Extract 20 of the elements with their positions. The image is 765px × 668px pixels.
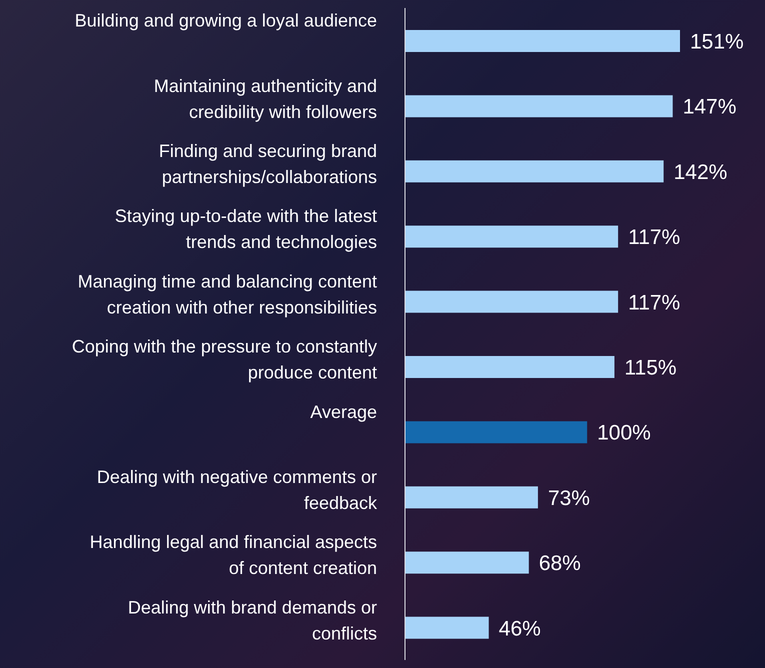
data-label: 46% xyxy=(498,617,541,640)
data-label: 68% xyxy=(538,552,581,576)
data-label: 117% xyxy=(628,291,680,314)
y-tick-label: Dealing with brand demands or conflicts xyxy=(128,597,377,644)
data-label: 142% xyxy=(674,160,728,184)
data-label: 117% xyxy=(628,226,680,250)
y-tick-label: Average xyxy=(310,402,377,422)
y-tick-label: Dealing with negative comments or feedback xyxy=(96,467,378,513)
y-tick-label: Managing time and balancing content creation with other responsibilities xyxy=(78,271,377,318)
y-tick-label: Coping with the pressure to constantly produce content xyxy=(72,336,377,383)
data-label: 100% xyxy=(597,422,651,445)
data-label: 147% xyxy=(682,96,736,119)
y-tick-label: Building and growing a loyal audience xyxy=(74,10,377,31)
data-label: 151% xyxy=(690,30,744,54)
data-label: 73% xyxy=(548,486,590,510)
data-label: 115% xyxy=(624,356,677,380)
y-tick-label: Handling legal and financial aspects of content creation xyxy=(90,532,377,578)
y-tick-label: Finding and securing brand partnerships/collaborations xyxy=(158,141,377,187)
y-tick-label: Staying up-to-date with the latest trends and technologies xyxy=(114,206,377,252)
y-tick-label: Maintaining authenticity and credibility with followers xyxy=(154,76,377,122)
